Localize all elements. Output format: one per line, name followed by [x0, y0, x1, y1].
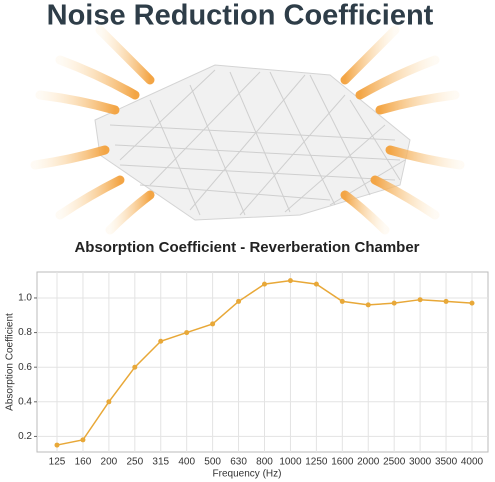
data-point	[339, 298, 345, 304]
data-point	[184, 330, 190, 336]
data-point	[417, 297, 423, 303]
x-tick-label: 1250	[305, 457, 328, 468]
data-point	[443, 298, 449, 304]
data-point	[287, 278, 293, 284]
chart-title: Absorption Coefficient - Reverberation C…	[74, 239, 419, 256]
x-tick-label: 4000	[461, 457, 484, 468]
x-tick-label: 630	[230, 457, 247, 468]
x-tick-label: 3000	[409, 457, 432, 468]
data-point	[158, 338, 164, 344]
x-tick-label: 400	[178, 457, 195, 468]
x-tick-label: 1000	[279, 457, 302, 468]
data-point	[106, 399, 112, 405]
y-tick-label: 0.4	[18, 396, 32, 407]
y-axis-label: Absorption Coefficient	[5, 313, 16, 411]
heading: Noise Reduction Coefficient	[47, 0, 434, 32]
x-tick-label: 1600	[331, 457, 354, 468]
data-point	[313, 281, 319, 287]
x-tick-label: 200	[101, 457, 118, 468]
illustration	[30, 25, 465, 235]
x-tick-label: 2500	[383, 457, 406, 468]
data-point	[80, 437, 86, 443]
x-axis-label: Frequency (Hz)	[213, 469, 282, 480]
data-point	[365, 302, 371, 308]
data-point	[210, 321, 216, 327]
y-tick-label: 0.8	[18, 327, 32, 338]
data-point	[236, 298, 242, 304]
y-tick-label: 0.6	[18, 362, 32, 373]
data-point	[262, 281, 267, 287]
data-point	[391, 300, 397, 306]
x-tick-label: 800	[256, 457, 273, 468]
y-tick-label: 0.2	[18, 431, 32, 442]
x-tick-label: 2000	[357, 457, 380, 468]
x-tick-label: 3500	[435, 457, 458, 468]
y-tick-label: 1.0	[18, 293, 32, 304]
data-point	[54, 442, 60, 448]
data-point	[132, 364, 138, 370]
x-tick-label: 160	[75, 457, 92, 468]
x-tick-label: 125	[49, 457, 66, 468]
x-tick-label: 250	[126, 457, 143, 468]
x-tick-label: 500	[204, 457, 221, 468]
data-point	[469, 300, 475, 306]
x-tick-label: 315	[152, 457, 169, 468]
plot-area	[36, 271, 489, 453]
